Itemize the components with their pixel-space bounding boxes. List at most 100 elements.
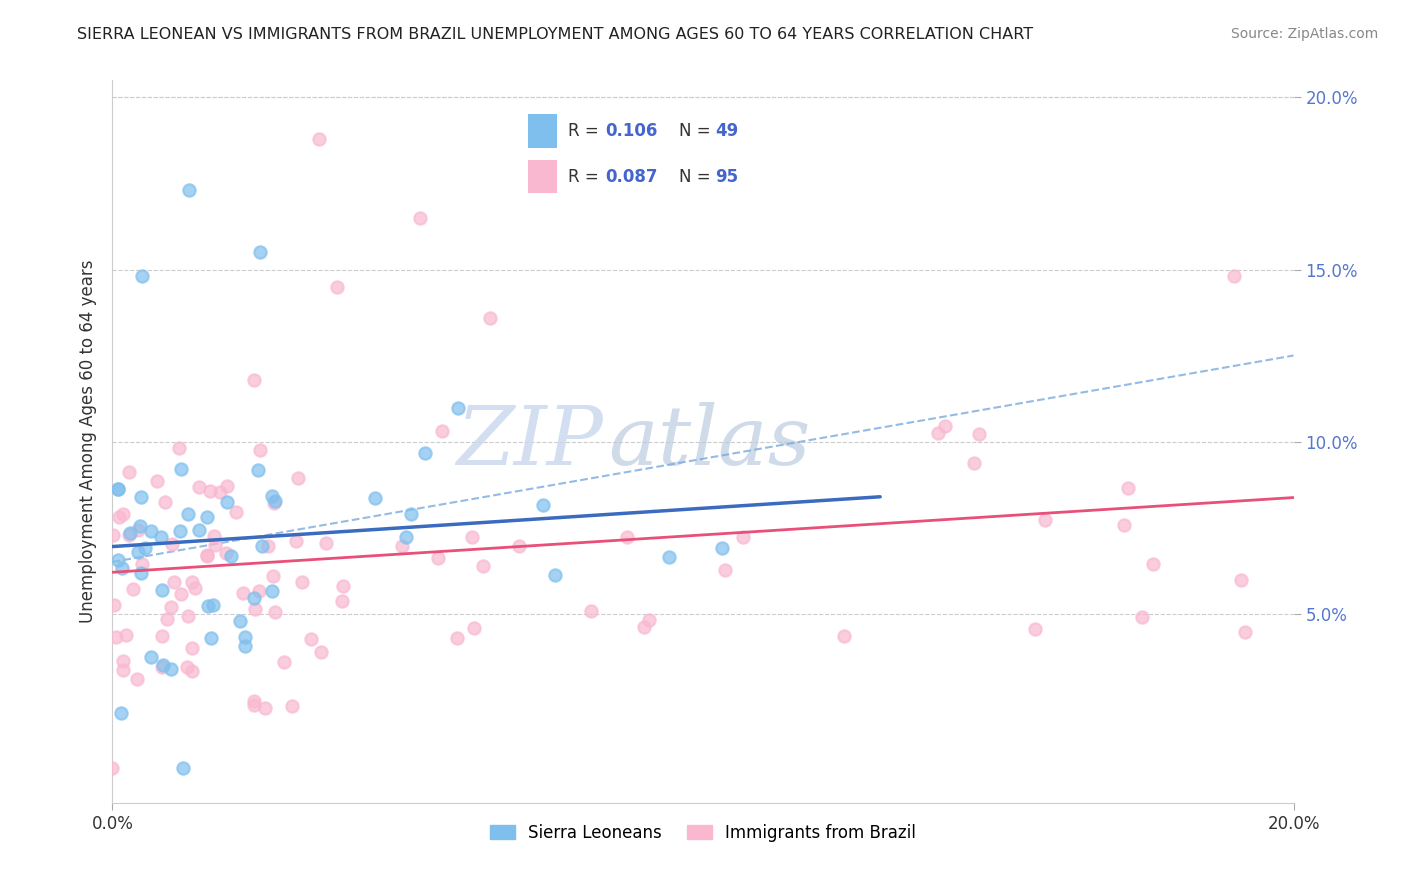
Immigrants from Brazil [108,510,131,524]
Immigrants from Brazil [121,582,143,596]
Immigrants from Brazil [1116,481,1139,495]
Immigrants from Brazil [243,373,266,387]
Immigrants from Brazil [264,605,287,619]
Immigrants from Brazil [1114,518,1136,533]
Sierra Leoneans [413,446,436,460]
Immigrants from Brazil [332,579,354,593]
Text: Source: ZipAtlas.com: Source: ZipAtlas.com [1230,27,1378,41]
Immigrants from Brazil [479,310,502,325]
Sierra Leoneans [217,495,239,509]
Immigrants from Brazil [204,538,226,552]
Sierra Leoneans [260,489,283,503]
Immigrants from Brazil [104,630,127,644]
Immigrants from Brazil [112,663,135,677]
Immigrants from Brazil [581,604,603,618]
Immigrants from Brazil [225,505,247,519]
Sierra Leoneans [107,482,129,496]
Immigrants from Brazil [156,611,179,625]
Immigrants from Brazil [111,507,134,521]
Immigrants from Brazil [263,569,285,583]
Immigrants from Brazil [472,559,495,574]
Immigrants from Brazil [118,528,141,542]
Immigrants from Brazil [391,539,413,553]
Sierra Leoneans [149,531,172,545]
Immigrants from Brazil [242,698,264,713]
Sierra Leoneans [531,498,554,512]
Immigrants from Brazil [967,427,990,442]
Sierra Leoneans [249,245,271,260]
Immigrants from Brazil [330,593,353,607]
Immigrants from Brazil [127,523,149,537]
Immigrants from Brazil [195,549,218,564]
Immigrants from Brazil [150,630,173,644]
Sierra Leoneans [110,706,132,721]
Immigrants from Brazil [309,645,332,659]
Immigrants from Brazil [115,628,138,642]
Immigrants from Brazil [1230,573,1253,587]
Immigrants from Brazil [963,456,986,470]
Sierra Leoneans [447,401,470,415]
Immigrants from Brazil [167,442,190,456]
Immigrants from Brazil [176,660,198,674]
Immigrants from Brazil [427,550,450,565]
Sierra Leoneans [233,639,256,653]
Sierra Leoneans [657,549,679,564]
Immigrants from Brazil [163,574,186,589]
Sierra Leoneans [169,524,191,538]
Sierra Leoneans [200,632,222,646]
Sierra Leoneans [107,553,129,567]
Immigrants from Brazil [217,479,239,493]
Immigrants from Brazil [299,632,322,646]
Immigrants from Brazil [118,465,141,479]
Sierra Leoneans [195,509,218,524]
Immigrants from Brazil [308,132,330,146]
Legend: Sierra Leoneans, Immigrants from Brazil: Sierra Leoneans, Immigrants from Brazil [484,817,922,848]
Text: SIERRA LEONEAN VS IMMIGRANTS FROM BRAZIL UNEMPLOYMENT AMONG AGES 60 TO 64 YEARS : SIERRA LEONEAN VS IMMIGRANTS FROM BRAZIL… [77,27,1033,42]
Sierra Leoneans [139,524,162,538]
Sierra Leoneans [150,582,173,597]
Y-axis label: Unemployment Among Ages 60 to 64 years: Unemployment Among Ages 60 to 64 years [79,260,97,624]
Sierra Leoneans [107,482,129,496]
Text: atlas: atlas [609,401,811,482]
Sierra Leoneans [394,530,416,544]
Immigrants from Brazil [198,483,221,498]
Sierra Leoneans [152,658,174,673]
Immigrants from Brazil [202,529,225,543]
Sierra Leoneans [118,526,141,541]
Immigrants from Brazil [1024,622,1046,636]
Immigrants from Brazil [177,608,200,623]
Immigrants from Brazil [714,563,737,577]
Sierra Leoneans [134,541,156,555]
Immigrants from Brazil [103,598,125,612]
Immigrants from Brazil [215,546,238,560]
Immigrants from Brazil [181,575,204,590]
Immigrants from Brazil [508,539,530,553]
Immigrants from Brazil [408,211,430,225]
Immigrants from Brazil [1035,513,1057,527]
Immigrants from Brazil [432,424,454,438]
Immigrants from Brazil [184,581,207,595]
Immigrants from Brazil [263,496,285,510]
Sierra Leoneans [247,463,270,477]
Immigrants from Brazil [281,698,304,713]
Sierra Leoneans [160,662,183,676]
Immigrants from Brazil [170,587,193,601]
Sierra Leoneans [131,269,153,284]
Immigrants from Brazil [315,535,337,549]
Sierra Leoneans [110,561,132,575]
Immigrants from Brazil [232,585,254,599]
Immigrants from Brazil [150,660,173,674]
Immigrants from Brazil [162,537,184,551]
Text: ZIP: ZIP [456,401,603,482]
Immigrants from Brazil [101,761,124,775]
Immigrants from Brazil [247,584,270,599]
Sierra Leoneans [172,761,194,775]
Immigrants from Brazil [146,474,169,488]
Immigrants from Brazil [927,425,949,440]
Immigrants from Brazil [638,613,661,627]
Sierra Leoneans [233,630,256,644]
Immigrants from Brazil [284,533,307,548]
Immigrants from Brazil [1234,625,1257,640]
Immigrants from Brazil [111,654,134,668]
Immigrants from Brazil [181,665,204,679]
